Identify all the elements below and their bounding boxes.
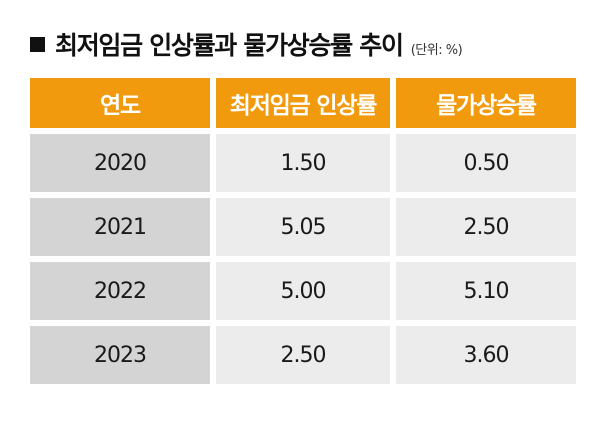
year-cell: 2022 bbox=[30, 262, 210, 320]
header-row: 연도 최저임금 인상률 물가상승률 bbox=[30, 78, 576, 128]
data-table: 연도 최저임금 인상률 물가상승률 2020 1.50 0.50 2021 5.… bbox=[30, 78, 576, 384]
inflation-cell: 2.50 bbox=[396, 198, 576, 256]
title-bullet-square-icon bbox=[30, 37, 45, 52]
unit-note: (단위: %) bbox=[410, 43, 463, 58]
inflation-cell: 0.50 bbox=[396, 134, 576, 192]
min-wage-cell: 2.50 bbox=[216, 326, 390, 384]
header-cell-inflation: 물가상승률 bbox=[396, 78, 576, 128]
table-row: 2022 5.00 5.10 bbox=[30, 262, 576, 320]
min-wage-cell: 1.50 bbox=[216, 134, 390, 192]
year-cell: 2023 bbox=[30, 326, 210, 384]
table-row: 2020 1.50 0.50 bbox=[30, 134, 576, 192]
inflation-cell: 3.60 bbox=[396, 326, 576, 384]
table-row: 2023 2.50 3.60 bbox=[30, 326, 576, 384]
chart-title: 최저임금 인상률과 물가상승률 추이 bbox=[55, 31, 404, 60]
header-cell-year: 연도 bbox=[30, 78, 210, 128]
min-wage-cell: 5.00 bbox=[216, 262, 390, 320]
year-cell: 2020 bbox=[30, 134, 210, 192]
table-row: 2021 5.05 2.50 bbox=[30, 198, 576, 256]
header-cell-min-wage: 최저임금 인상률 bbox=[216, 78, 390, 128]
chart-title-bar: 최저임금 인상률과 물가상승률 추이 (단위: %) bbox=[30, 26, 463, 66]
inflation-cell: 5.10 bbox=[396, 262, 576, 320]
year-cell: 2021 bbox=[30, 198, 210, 256]
min-wage-cell: 5.05 bbox=[216, 198, 390, 256]
